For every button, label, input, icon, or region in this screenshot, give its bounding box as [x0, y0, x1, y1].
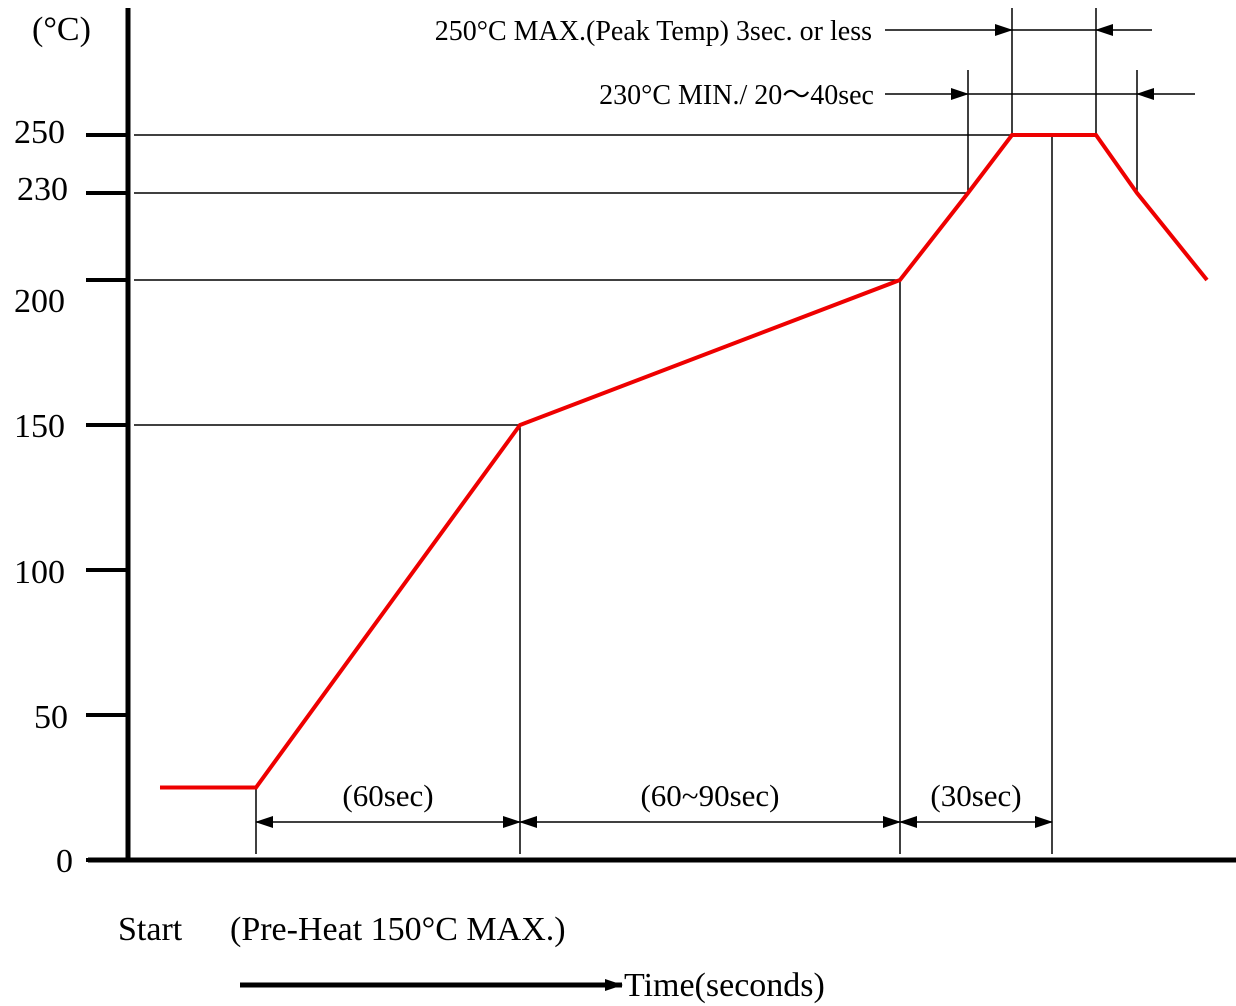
series-group	[159, 133, 1209, 790]
axes: 0 50 100 150 200 230 250 (°C)	[14, 8, 1236, 880]
reference-lines	[134, 134, 1053, 854]
y-tick-label-230: 230	[17, 171, 68, 208]
duration-markers: (60sec) (60~90sec) (30sec)	[255, 778, 1053, 828]
peak-annotations: 250°C MAX.(Peak Temp) 3sec. or less 230°C…	[435, 8, 1195, 193]
preheat-label: (Pre-Heat 150°C MAX.)	[230, 911, 566, 948]
temperature-profile-line	[160, 133, 1209, 790]
annotation-text-2: 230°C MIN./ 20～40sec	[599, 80, 874, 111]
duration-label-1: (60sec)	[342, 778, 433, 813]
duration-label-2: (60~90sec)	[640, 778, 779, 813]
x-axis-label: Time(seconds)	[624, 967, 825, 1004]
y-tick-label-150: 150	[14, 408, 65, 445]
y-axis-unit-label: (°C)	[32, 11, 91, 48]
chart-footer: Start (Pre-Heat 150°C MAX.) Time(seconds…	[118, 911, 825, 1004]
y-tick-label-200: 200	[14, 283, 65, 320]
y-tick-label-50: 50	[34, 699, 68, 736]
y-ticks: 0 50 100 150 200 230 250	[14, 114, 128, 880]
y-tick-label-0: 0	[56, 843, 73, 880]
start-label: Start	[118, 911, 183, 948]
y-tick-label-250: 250	[14, 114, 65, 151]
duration-label-3: (30sec)	[930, 778, 1021, 813]
annotation-text-1: 250°C MAX.(Peak Temp) 3sec. or less	[435, 16, 872, 47]
y-tick-label-100: 100	[14, 554, 65, 591]
